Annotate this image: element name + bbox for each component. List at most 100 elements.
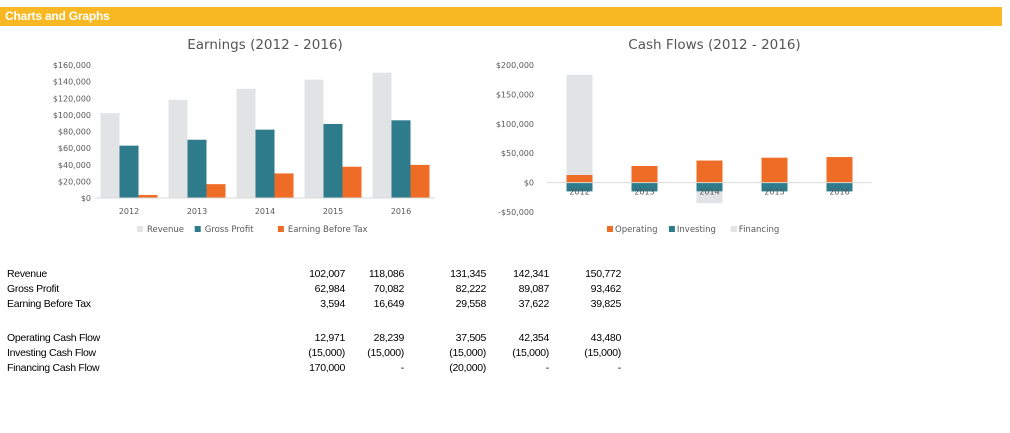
banner-title: Charts and Graphs <box>5 9 110 23</box>
y-tick-label: $100,000 <box>496 120 534 129</box>
table-cell: 102,007 <box>309 268 345 280</box>
table-cell: 43,480 <box>590 332 622 344</box>
table-cell: (15,000) <box>308 347 345 359</box>
bar-operating-2012 <box>566 174 593 183</box>
bar-operating-2014 <box>696 160 723 183</box>
bar-revenue-2012 <box>100 113 120 198</box>
bar-revenue-2016 <box>372 72 392 198</box>
table-row: Operating Cash Flow 12,971 28,239 37,505 42,… <box>0 332 640 346</box>
table-cell: 150,772 <box>585 268 621 280</box>
bar-investing-2012 <box>566 182 593 192</box>
table-cell: 82,222 <box>455 283 487 295</box>
y-tick-label: $120,000 <box>53 94 91 103</box>
bar-operating-2013 <box>631 165 658 183</box>
table-cell: (15,000) <box>367 347 404 359</box>
y-tick-label: $160,000 <box>53 61 91 70</box>
table-cell: (15,000) <box>449 347 486 359</box>
x-tick-label: 2013 <box>187 207 207 216</box>
section-banner: Charts and Graphs <box>0 7 1002 26</box>
x-tick-label: 2014 <box>255 207 275 216</box>
legend-label-revenue: Revenue <box>147 225 184 235</box>
y-tick-label: $140,000 <box>53 78 91 87</box>
legend-swatch-operating <box>607 226 613 232</box>
y-tick-label: $0 <box>524 179 534 188</box>
bar-revenue-2014 <box>236 88 256 198</box>
table-cell: 62,984 <box>314 283 346 295</box>
bar-investing-2015 <box>761 182 788 192</box>
bar-financing-2012 <box>566 75 593 175</box>
bar-earning-before-tax-2012 <box>138 195 158 198</box>
y-tick-label: $80,000 <box>58 128 91 137</box>
chart-title: Earnings (2012 - 2016) <box>187 37 343 53</box>
legend-swatch-financing <box>730 226 737 232</box>
table-cell: 12,971 <box>314 332 346 344</box>
table-row: Investing Cash Flow (15,000) (15,000) (15,0… <box>0 347 640 361</box>
y-tick-label: $0 <box>81 194 91 203</box>
table-cell: 93,462 <box>590 283 622 295</box>
x-tick-label: 2014 <box>699 188 719 197</box>
bar-gross-profit-2013 <box>187 139 207 198</box>
bar-gross-profit-2016 <box>391 120 411 198</box>
bar-operating-2015 <box>761 157 788 183</box>
cash-flows-chart: Cash Flows (2012 - 2016) -$50,000 $0 $50,00… <box>490 30 890 245</box>
table-cell: (15,000) <box>512 347 549 359</box>
row-label: Earning Before Tax <box>7 298 91 310</box>
x-tick-label: 2012 <box>569 188 589 197</box>
table-cell: 37,505 <box>455 332 487 344</box>
legend-label-gross-profit: Gross Profit <box>205 225 254 235</box>
table-cell: 70,082 <box>373 283 405 295</box>
table-cell: 16,649 <box>373 298 405 310</box>
table-cell: 89,087 <box>518 283 550 295</box>
row-label: Gross Profit <box>7 283 59 295</box>
table-cell: 142,341 <box>513 268 549 280</box>
cash-flows-chart-svg: Cash Flows (2012 - 2016) -$50,000 $0 $50,00… <box>496 37 872 235</box>
table-cell: 131,345 <box>450 268 486 280</box>
x-tick-label: 2016 <box>391 207 411 216</box>
legend-label-operating: Operating <box>615 225 658 235</box>
chart-title: Cash Flows (2012 - 2016) <box>628 37 800 53</box>
table-cell: - <box>400 362 405 374</box>
x-tick-label: 2015 <box>323 207 343 216</box>
bar-earning-before-tax-2013 <box>206 184 226 198</box>
table-row: Revenue 102,007 118,086 131,345 142,341 150,7… <box>0 268 640 282</box>
bar-investing-2014 <box>696 182 723 192</box>
legend-label-earning-before-tax: Earning Before Tax <box>288 225 368 235</box>
bar-gross-profit-2015 <box>323 123 343 198</box>
y-tick-label: $150,000 <box>496 90 534 99</box>
legend-label-financing: Financing <box>739 225 779 235</box>
x-tick-label: 2015 <box>764 188 784 197</box>
table-row: Earning Before Tax 3,594 16,649 29,558 37,62… <box>0 298 640 312</box>
y-tick-label: $100,000 <box>53 111 91 120</box>
y-tick-label: $40,000 <box>58 161 91 170</box>
earnings-chart-svg: Earnings (2012 - 2016) $0 $20,000 $40,000 $6… <box>53 37 435 235</box>
bar-gross-profit-2014 <box>255 129 275 198</box>
y-tick-label: $50,000 <box>501 149 534 158</box>
table-cell: 39,825 <box>590 298 622 310</box>
bar-financing-2014 <box>696 191 723 204</box>
bar-operating-2016 <box>826 157 853 183</box>
table-cell: 28,239 <box>373 332 405 344</box>
row-label: Financing Cash Flow <box>7 362 100 374</box>
legend-swatch-earning-before-tax <box>277 226 284 232</box>
row-label: Operating Cash Flow <box>7 332 100 344</box>
x-tick-label: 2016 <box>829 188 849 197</box>
table-cell: - <box>617 362 622 374</box>
legend-swatch-gross-profit <box>194 226 201 232</box>
legend-swatch-investing <box>668 226 675 232</box>
y-tick-label: $20,000 <box>58 177 91 186</box>
bar-earning-before-tax-2014 <box>274 173 294 198</box>
row-label: Revenue <box>7 268 47 280</box>
legend-swatch-revenue <box>137 226 143 232</box>
bar-earning-before-tax-2015 <box>342 166 362 198</box>
y-tick-label: $60,000 <box>58 144 91 153</box>
y-tick-label: -$50,000 <box>498 208 534 217</box>
table-cell: 3,594 <box>320 298 345 310</box>
bar-investing-2013 <box>631 182 658 192</box>
table-row: Gross Profit 62,984 70,082 82,222 89,087 93,4… <box>0 283 640 297</box>
row-label: Investing Cash Flow <box>7 347 96 359</box>
table-cell: 29,558 <box>455 298 487 310</box>
table-cell: (20,000) <box>449 362 486 374</box>
x-tick-label: 2013 <box>634 188 654 197</box>
bar-gross-profit-2012 <box>119 145 139 198</box>
table-row: Financing Cash Flow 170,000 - (20,000) - - <box>0 362 640 376</box>
